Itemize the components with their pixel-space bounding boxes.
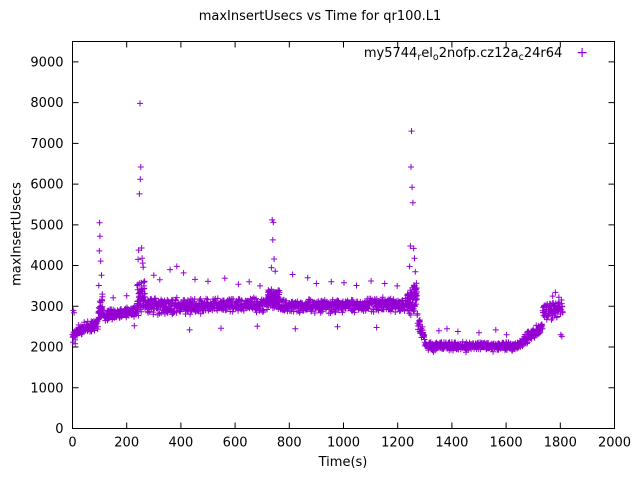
legend-label-part: c [518,52,524,63]
svg-text:7000: 7000 [30,137,63,152]
legend-label-part: el [421,46,433,61]
svg-text:0: 0 [55,422,63,437]
svg-text:2000: 2000 [598,436,631,451]
svg-text:6000: 6000 [30,178,63,193]
plus-marker-icon: + [576,45,588,61]
svg-text:1200: 1200 [381,436,414,451]
legend-label-part: my5744 [363,46,418,61]
legend: my5744relo2nofp.cz12ac24r64 + [363,45,588,63]
legend-label-part: o [432,52,439,63]
svg-text:1000: 1000 [30,381,63,396]
svg-text:2000: 2000 [30,341,63,356]
y-axis-label: maxInsertUsecs [9,182,25,286]
svg-text:4000: 4000 [30,259,63,274]
legend-label-part: 2nofp.cz12a [438,46,519,61]
legend-label-part: 24r64 [523,46,563,61]
svg-text:5000: 5000 [30,218,63,233]
svg-text:3000: 3000 [30,300,63,315]
svg-text:800: 800 [277,436,302,451]
svg-text:400: 400 [168,436,193,451]
svg-text:8000: 8000 [30,96,63,111]
svg-text:200: 200 [114,436,139,451]
legend-label: my5744relo2nofp.cz12ac24r64 [363,46,563,63]
svg-text:9000: 9000 [30,55,63,70]
svg-text:1000: 1000 [327,436,360,451]
svg-text:1800: 1800 [544,436,577,451]
svg-text:600: 600 [223,436,248,451]
legend-label-part: r [417,52,422,63]
svg-text:0: 0 [68,436,76,451]
x-axis-label: Time(s) [318,455,368,470]
chart-title: maxInsertUsecs vs Time for qr100.L1 [198,9,442,24]
svg-text:1400: 1400 [435,436,468,451]
svg-text:1600: 1600 [490,436,523,451]
